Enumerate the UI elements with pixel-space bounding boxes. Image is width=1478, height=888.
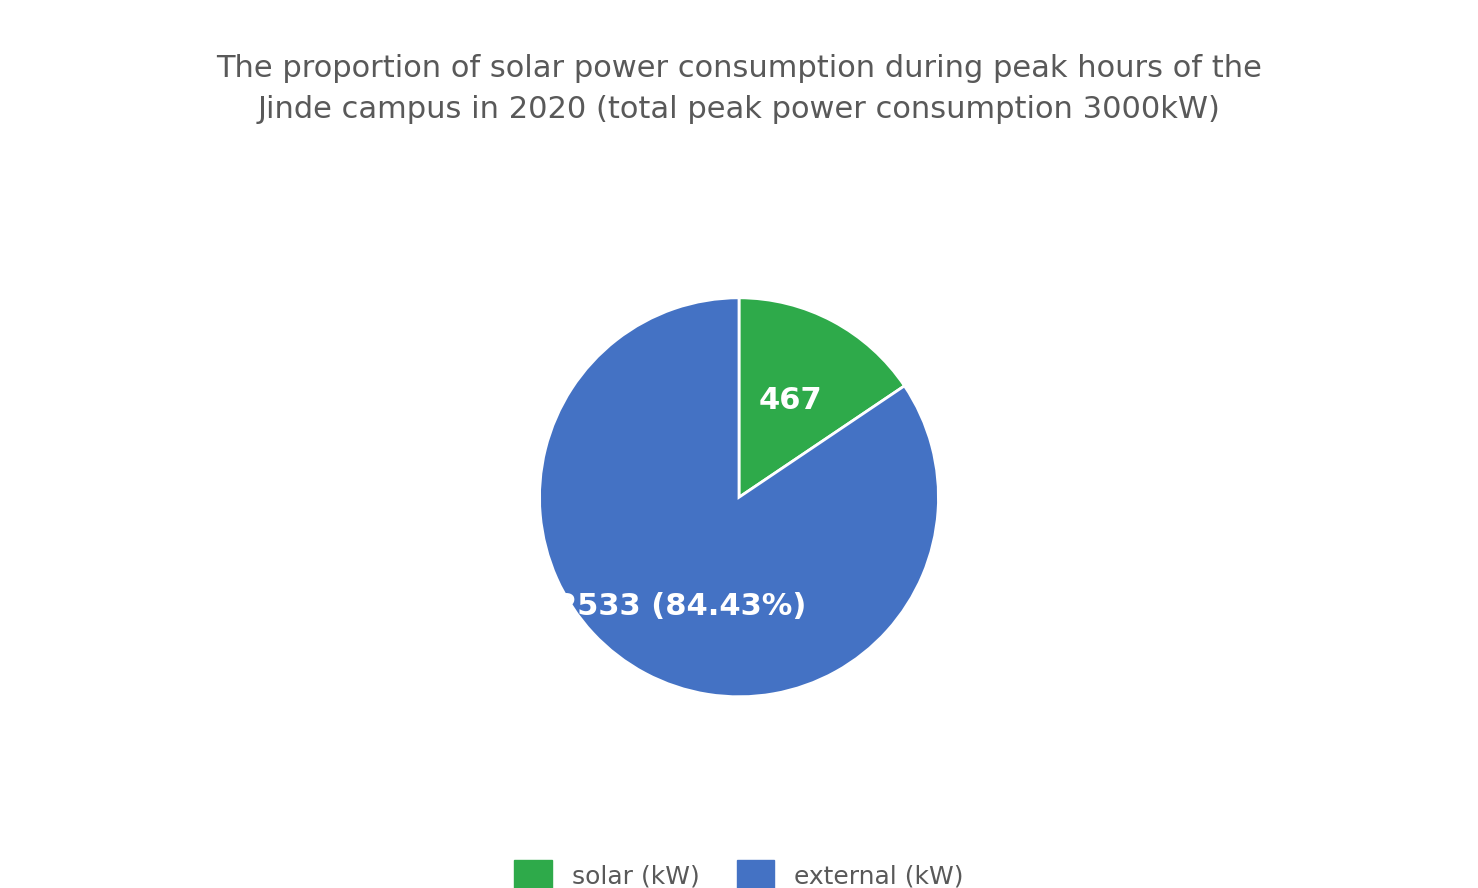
- Legend: solar (kW), external (kW): solar (kW), external (kW): [504, 850, 974, 888]
- Text: 2533 (84.43%): 2533 (84.43%): [556, 592, 806, 621]
- Wedge shape: [739, 297, 905, 497]
- Text: 467: 467: [758, 386, 822, 415]
- Title: The proportion of solar power consumption during peak hours of the
Jinde campus : The proportion of solar power consumptio…: [216, 54, 1262, 123]
- Wedge shape: [539, 297, 939, 697]
